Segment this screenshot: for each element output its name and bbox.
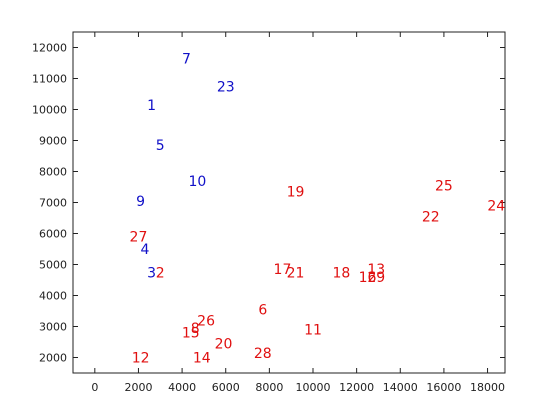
y-tick-label: 8000 xyxy=(39,166,67,179)
y-tick-label: 11000 xyxy=(32,73,67,86)
x-tick-label: 2000 xyxy=(124,381,152,394)
y-tick-label: 2000 xyxy=(39,352,67,365)
x-tick-label: 16000 xyxy=(426,381,461,394)
data-point-9: 9 xyxy=(136,194,145,210)
data-point-28: 28 xyxy=(254,346,272,362)
data-point-12: 12 xyxy=(132,351,150,367)
y-tick-label: 3000 xyxy=(39,321,67,334)
y-tick-label: 10000 xyxy=(32,104,67,117)
data-point-2: 2 xyxy=(156,265,165,281)
x-tick-label: 8000 xyxy=(255,381,283,394)
data-point-14: 14 xyxy=(193,351,211,367)
data-point-19: 19 xyxy=(287,185,305,201)
x-tick-label: 14000 xyxy=(383,381,418,394)
data-point-18: 18 xyxy=(332,265,350,281)
data-point-13: 13 xyxy=(367,262,385,278)
y-tick-label: 6000 xyxy=(39,228,67,241)
x-tick-label: 18000 xyxy=(470,381,505,394)
data-point-29: 29 xyxy=(367,270,385,286)
data-point-25: 25 xyxy=(435,178,453,194)
x-tick-label: 10000 xyxy=(296,381,331,394)
x-tick-label: 6000 xyxy=(212,381,240,394)
data-point-1: 1 xyxy=(147,98,156,114)
y-tick-label: 4000 xyxy=(39,290,67,303)
data-point-21: 21 xyxy=(287,265,305,281)
data-point-8: 8 xyxy=(191,321,200,337)
data-point-27: 27 xyxy=(130,230,148,246)
data-point-3: 3 xyxy=(147,265,156,281)
data-point-17: 17 xyxy=(274,262,292,278)
data-point-4: 4 xyxy=(141,242,150,258)
data-point-7: 7 xyxy=(182,51,191,67)
y-tick-label: 12000 xyxy=(32,42,67,55)
data-point-11: 11 xyxy=(304,323,322,339)
x-tick-label: 0 xyxy=(91,381,98,394)
y-tick-label: 5000 xyxy=(39,259,67,272)
data-point-5: 5 xyxy=(156,138,165,154)
y-axis: 2000300040005000600070008000900010000110… xyxy=(32,42,505,365)
x-axis: 0 2000 4000 6000 8000 10000 12000 14000 16000 180… xyxy=(91,32,505,394)
data-point-23: 23 xyxy=(217,79,235,95)
data-point-16: 16 xyxy=(359,270,377,286)
data-point-26: 26 xyxy=(197,313,215,329)
data-point-20: 20 xyxy=(215,337,233,353)
y-tick-label: 7000 xyxy=(39,197,67,210)
x-tick-label: 12000 xyxy=(339,381,374,394)
x-tick-label: 4000 xyxy=(168,381,196,394)
data-point-24: 24 xyxy=(487,199,505,215)
data-point-15: 15 xyxy=(182,326,200,342)
data-point-10: 10 xyxy=(188,174,206,190)
data-point-22: 22 xyxy=(422,209,440,225)
data-point-6: 6 xyxy=(258,302,267,318)
y-tick-label: 9000 xyxy=(39,135,67,148)
